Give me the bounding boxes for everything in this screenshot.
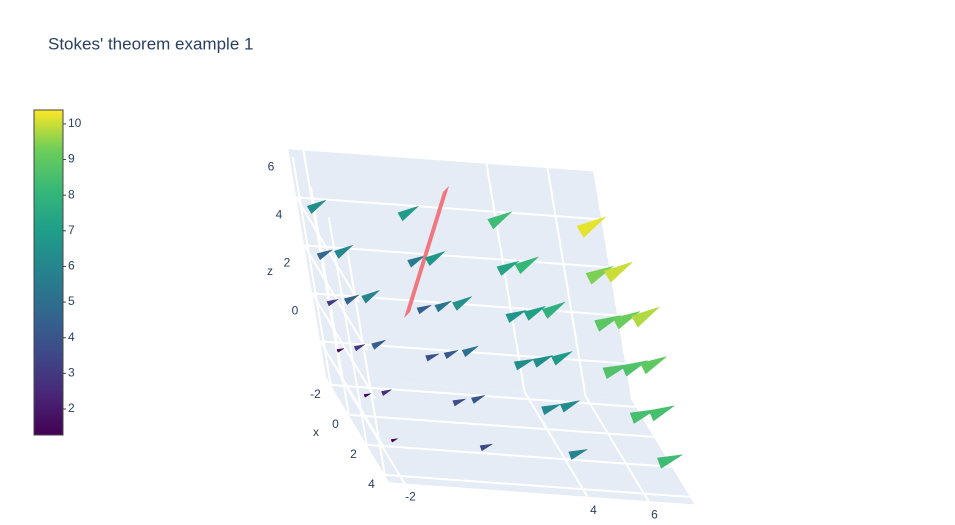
cone — [513, 358, 535, 371]
z-axis-title: z — [267, 264, 273, 278]
cone — [541, 404, 561, 416]
cone — [568, 449, 588, 460]
grid-line — [291, 156, 332, 386]
cone — [443, 350, 459, 360]
z-tick-label: 0 — [292, 304, 299, 318]
grid-line — [546, 167, 587, 397]
cone — [514, 256, 539, 275]
grid-line — [345, 246, 386, 476]
cone — [487, 211, 512, 230]
cone — [363, 393, 371, 398]
grid-line — [485, 163, 526, 392]
cone — [532, 355, 553, 368]
cone — [602, 364, 630, 380]
scene: 0 2 4 6 -2 0 2 4 -2 4 6 x z — [267, 149, 695, 521]
cone — [353, 344, 365, 352]
cone — [316, 249, 333, 261]
cone — [451, 296, 472, 311]
colorbar-tick-label: 9 — [68, 152, 75, 166]
x-tick-label: 4 — [368, 477, 375, 491]
colorbar-tick-label: 5 — [68, 294, 75, 308]
cone — [333, 245, 353, 259]
grid-line — [327, 216, 368, 446]
grid-line — [366, 443, 672, 468]
grid-line — [320, 340, 626, 365]
cone — [479, 443, 493, 452]
cone — [326, 299, 339, 307]
grid-line — [584, 395, 650, 502]
floor — [326, 377, 695, 505]
colorbar-tick-label: 2 — [68, 401, 75, 415]
z-tick-label: 6 — [268, 160, 275, 174]
grid-line — [523, 391, 589, 498]
cone — [631, 306, 660, 328]
cone — [390, 438, 398, 443]
chart-title: Stokes' theorem example 1 — [48, 34, 253, 53]
cone — [424, 251, 446, 267]
x-tick-label: -2 — [310, 387, 321, 401]
back-wall — [288, 149, 632, 400]
grid-line — [311, 292, 377, 399]
cone — [576, 216, 606, 238]
y-tick-label: 4 — [590, 503, 597, 517]
cone — [381, 389, 392, 397]
grid-line — [303, 244, 369, 351]
cone — [336, 348, 345, 353]
colorbar-tick-label: 10 — [68, 116, 82, 130]
z-tick-label: 2 — [284, 256, 291, 270]
cone — [471, 395, 486, 404]
cone — [496, 260, 519, 276]
cone — [657, 454, 683, 469]
cone — [371, 339, 386, 350]
colorbar-fill — [33, 109, 64, 436]
surface — [404, 186, 449, 318]
cone — [523, 306, 546, 321]
grid-line — [296, 196, 602, 221]
grid-line — [348, 413, 654, 438]
cone — [361, 290, 380, 304]
colorbar: 2 3 4 5 6 7 8 9 10 — [33, 109, 82, 436]
grid-line — [302, 150, 343, 379]
grid-line — [295, 196, 361, 303]
cone — [629, 409, 656, 424]
cone — [603, 261, 633, 283]
grid-line — [384, 473, 690, 498]
cone — [640, 356, 667, 375]
cone — [452, 398, 466, 407]
cone — [343, 294, 360, 306]
cone — [551, 351, 573, 366]
cone — [505, 310, 527, 323]
cone — [461, 345, 479, 358]
cone — [648, 405, 675, 422]
colorbar-tick-label: 8 — [68, 187, 75, 201]
x-tick-label: 0 — [332, 417, 339, 431]
x-tick-label: 2 — [350, 447, 357, 461]
grid-line — [304, 244, 610, 269]
cone — [397, 206, 419, 222]
grid-line — [340, 377, 406, 485]
colorbar-tick-label: 7 — [68, 223, 75, 237]
cone — [407, 255, 425, 268]
x-axis-title: x — [313, 425, 319, 439]
cone — [306, 199, 327, 215]
cone — [416, 304, 432, 315]
colorbar-tick-label: 6 — [68, 259, 75, 273]
y-tick-label: -2 — [405, 490, 416, 504]
side-wall — [288, 149, 390, 483]
colorbar-tick-label: 4 — [68, 330, 75, 344]
cone — [434, 300, 452, 313]
colorbar-tick-label: 3 — [68, 366, 75, 380]
cone — [425, 353, 440, 362]
z-tick-label: 4 — [276, 208, 283, 222]
cone — [559, 400, 580, 413]
y-tick-label: 6 — [651, 507, 658, 521]
cone — [541, 301, 566, 319]
